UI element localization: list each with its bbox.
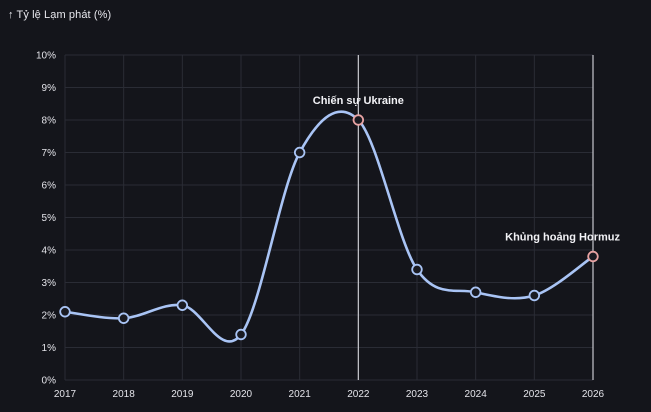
annotated-data-point bbox=[352, 114, 365, 126]
y-tick-label: 2% bbox=[42, 311, 57, 322]
data-point bbox=[411, 263, 423, 276]
y-tick-label: 3% bbox=[42, 278, 57, 289]
x-tick-label: 2019 bbox=[171, 389, 194, 400]
y-tick-label: 6% bbox=[42, 181, 57, 192]
annotation-labels: Chiến sự Ukraine Khủng hoảng Hormuz bbox=[313, 95, 621, 244]
y-tick-label: 0% bbox=[42, 376, 57, 387]
x-tick-label: 2020 bbox=[230, 389, 253, 400]
series bbox=[63, 110, 595, 343]
x-tick-label: 2025 bbox=[523, 389, 546, 400]
annotated-data-point bbox=[587, 250, 599, 263]
data-point bbox=[528, 289, 541, 302]
x-tick-label: 2023 bbox=[406, 389, 429, 400]
annotation-label: Chiến sự Ukraine bbox=[313, 95, 404, 107]
data-point bbox=[117, 312, 130, 324]
annotation-label: Khủng hoảng Hormuz bbox=[505, 232, 620, 244]
x-tick-label: 2024 bbox=[465, 389, 488, 400]
annotation-lines bbox=[357, 55, 594, 380]
y-tick-label: 7% bbox=[42, 148, 57, 159]
x-tick-label: 2021 bbox=[289, 389, 312, 400]
data-point bbox=[59, 306, 71, 318]
x-tick-label: 2018 bbox=[113, 389, 136, 400]
y-tick-label: 1% bbox=[42, 343, 57, 354]
y-tick-label: 10% bbox=[36, 51, 56, 62]
series-line bbox=[63, 110, 595, 343]
x-tick-label: 2017 bbox=[54, 389, 77, 400]
x-tick-label: 2026 bbox=[582, 389, 605, 400]
data-point bbox=[235, 328, 247, 341]
y-tick-label: 8% bbox=[42, 116, 57, 127]
data-point bbox=[176, 299, 189, 311]
axis-labels: 0% 1% 2% 3% 4% 5% 6% 7% 8% 9% 10% 2017 2018 2019 2020 2… bbox=[36, 51, 605, 401]
data-point bbox=[469, 286, 482, 298]
y-tick-label: 4% bbox=[42, 246, 57, 257]
x-tick-label: 2022 bbox=[347, 389, 370, 400]
chart-title: ↑ Tỷ lệ Lạm phát (%) bbox=[8, 9, 112, 21]
data-points bbox=[59, 114, 599, 341]
data-point bbox=[293, 146, 306, 159]
y-tick-label: 9% bbox=[42, 83, 57, 94]
y-tick-label: 5% bbox=[42, 213, 57, 224]
